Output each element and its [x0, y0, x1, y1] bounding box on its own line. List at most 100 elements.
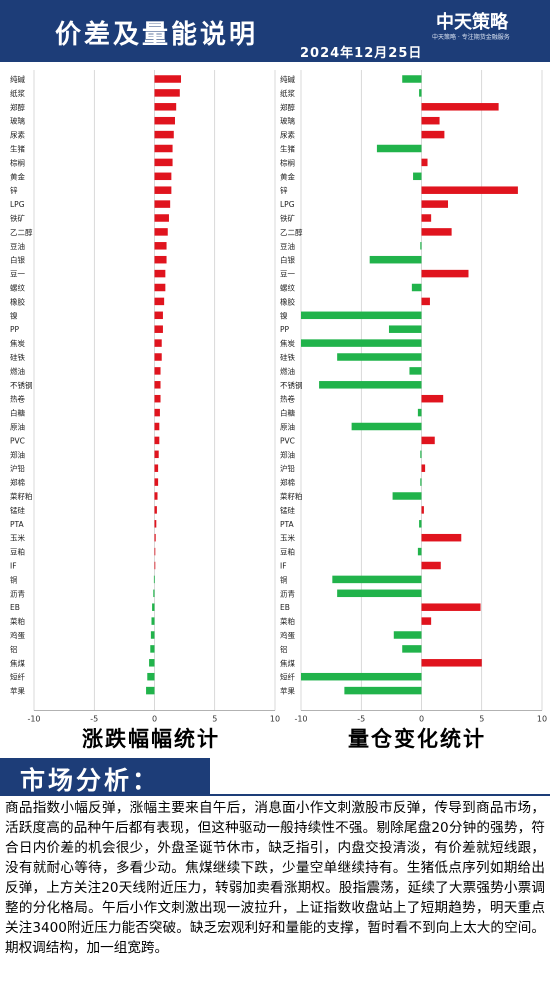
category-label: 焦炭: [10, 338, 25, 348]
bar: [154, 172, 172, 181]
category-label: 玻璃: [10, 116, 25, 126]
category-label: 乙二醇: [280, 227, 303, 237]
category-label: 豆一: [10, 270, 25, 279]
category-label: 螺纹: [10, 283, 25, 293]
header-banner: 价差及量能说明 2024年12月25日 中天策略 中天策略 · 专注期货金融服务: [0, 0, 550, 62]
category-label: 郑油: [10, 449, 25, 459]
bar: [154, 116, 175, 125]
divider: [0, 794, 550, 796]
category-label: 沪铅: [10, 463, 25, 473]
bar: [344, 686, 422, 695]
category-label: 菜粕: [10, 616, 25, 626]
bar: [421, 506, 424, 514]
bar: [421, 103, 499, 111]
bar: [154, 520, 157, 528]
category-label: 铜: [10, 574, 18, 584]
category-label: 螺纹: [280, 283, 295, 293]
x-tick-label: 10: [270, 715, 280, 723]
bar: [420, 242, 422, 250]
category-label: 纯碱: [280, 74, 295, 84]
x-tick-label: 5: [212, 715, 217, 723]
bar: [369, 255, 422, 264]
category-label: PVC: [280, 436, 295, 445]
x-tick-label: -10: [27, 715, 40, 723]
category-label: 菜粕: [280, 616, 295, 626]
category-label: 沥青: [10, 588, 25, 598]
bar: [154, 214, 169, 222]
bar: [417, 408, 422, 417]
category-label: 豆粕: [280, 547, 295, 557]
category-label: 不锈钢: [10, 380, 33, 390]
bar: [149, 659, 155, 667]
bar: [421, 228, 452, 236]
category-label: 玉米: [280, 533, 295, 543]
category-label: PTA: [10, 520, 25, 529]
chart-title-volume: 量仓变化统计: [348, 727, 486, 751]
bar: [319, 381, 422, 389]
bar: [154, 381, 161, 389]
category-label: 原油: [280, 422, 295, 432]
bar: [421, 533, 462, 542]
category-label: 生猪: [10, 144, 25, 154]
category-label: 黄金: [10, 171, 25, 181]
bar: [154, 75, 182, 83]
bar: [393, 631, 422, 639]
report-date: 2024年12月25日: [300, 46, 423, 61]
bar: [411, 283, 422, 292]
bar: [392, 492, 422, 500]
bar: [301, 339, 422, 347]
category-label: 豆油: [10, 241, 25, 251]
bar: [154, 339, 162, 347]
bar: [154, 228, 168, 236]
bar: [154, 200, 171, 208]
bar: [337, 353, 422, 361]
category-label: 铝: [280, 644, 288, 654]
category-label: 郑棉: [280, 477, 295, 487]
x-tick-label: 10: [537, 715, 547, 723]
market-analysis-banner: 市场分析：: [0, 758, 210, 796]
bar: [420, 478, 422, 486]
bar: [421, 186, 518, 194]
bar: [154, 464, 159, 472]
category-label: 乙二醇: [10, 227, 33, 237]
category-label: 燃油: [280, 366, 295, 376]
bar: [154, 492, 158, 500]
category-label: 沪铅: [280, 463, 295, 473]
category-label: 原油: [10, 422, 25, 432]
bar: [419, 89, 422, 97]
category-label: PTA: [280, 520, 295, 529]
bar: [421, 436, 435, 445]
bar: [417, 547, 422, 556]
bar: [301, 311, 422, 320]
category-label: 焦炭: [280, 338, 295, 348]
category-label: 白银: [10, 255, 25, 265]
category-label: 锰硅: [10, 505, 25, 515]
category-label: 苹果: [10, 686, 25, 696]
bar: [376, 144, 422, 153]
category-label: 白糖: [10, 408, 25, 418]
category-label: 铁矿: [280, 213, 295, 223]
bar: [421, 617, 432, 625]
bar: [351, 422, 422, 431]
category-label: 镍: [280, 310, 288, 320]
category-label: PP: [10, 325, 20, 334]
category-label: 沥青: [280, 588, 295, 598]
category-label: 玉米: [10, 533, 25, 543]
bar: [421, 394, 444, 403]
category-label: PVC: [10, 436, 25, 445]
bar: [151, 617, 155, 625]
bar: [154, 561, 156, 570]
bar: [153, 589, 155, 598]
category-label: 锌: [10, 185, 18, 195]
x-tick-label: -5: [357, 715, 365, 723]
bar: [154, 144, 173, 153]
category-label: 豆粕: [10, 547, 25, 557]
bar: [154, 436, 160, 445]
bar: [154, 547, 156, 556]
category-label: 硅铁: [10, 352, 25, 362]
category-label: 黄金: [280, 171, 295, 181]
category-label: 生猪: [280, 144, 295, 154]
